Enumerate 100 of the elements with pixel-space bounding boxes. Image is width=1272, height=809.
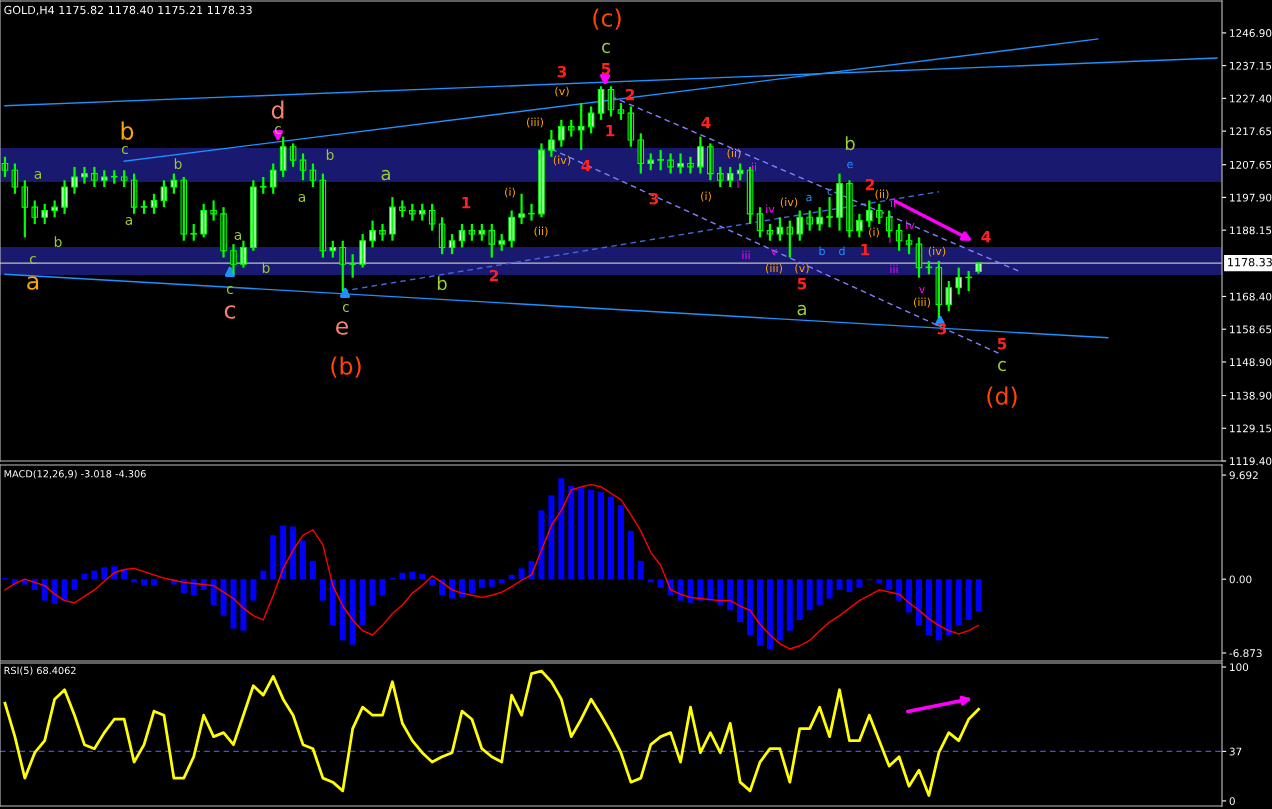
chart-title: GOLD,H4 1175.82 1178.40 1175.21 1178.33	[4, 5, 252, 16]
bar	[270, 535, 277, 580]
bar	[757, 579, 763, 646]
y-tick-label: 9.692	[1229, 471, 1258, 480]
bar	[61, 579, 68, 601]
annotation: (i)	[869, 227, 879, 238]
annotation: (ii)	[534, 226, 548, 237]
y-tick-label: 0	[1229, 797, 1235, 806]
bar	[399, 572, 406, 580]
bar	[319, 579, 326, 601]
chart-title: MACD(12,26,9) -3.018 -4.306	[4, 469, 146, 479]
bar	[190, 579, 197, 596]
annotation: a	[125, 217, 132, 226]
bar	[210, 579, 217, 605]
annotation: 1	[606, 125, 615, 137]
annotation: b	[326, 149, 334, 161]
bar	[339, 579, 346, 641]
y-tick-label: 1217.65	[1230, 127, 1272, 136]
bar	[637, 560, 644, 580]
annotation: 4	[581, 160, 591, 172]
annotation: (i)	[701, 191, 711, 202]
candlestick	[349, 253, 356, 279]
bar	[439, 579, 446, 596]
bar	[975, 579, 982, 612]
annotation: iv	[766, 204, 775, 214]
annotation: iii	[742, 250, 750, 260]
bar	[260, 570, 267, 580]
bar	[747, 579, 754, 636]
annotation: a	[806, 194, 812, 202]
annotation: c	[342, 304, 349, 313]
bar	[498, 579, 505, 584]
annotation: b	[54, 236, 62, 248]
bar	[230, 579, 237, 629]
bar	[468, 579, 475, 594]
bar	[717, 579, 724, 605]
bar	[608, 496, 614, 580]
bar	[796, 579, 803, 620]
bar	[677, 579, 684, 601]
y-tick-label: 100	[1230, 663, 1249, 672]
candlestick	[110, 169, 118, 185]
y-tick-label: 37	[1229, 747, 1242, 756]
bar	[369, 579, 376, 605]
annotation: ii	[751, 162, 757, 172]
y-tick-label: -6.873	[1229, 649, 1262, 658]
annotation: b	[174, 158, 182, 170]
y-tick-label: 1168.40	[1230, 292, 1272, 301]
y-tick-label: 1188.15	[1230, 226, 1272, 235]
bar	[280, 525, 287, 580]
annotation: 2	[489, 269, 498, 282]
annotation: 1	[861, 244, 870, 256]
annotation: (v)	[795, 263, 809, 274]
y-tick-label: 1237.15	[1230, 61, 1272, 70]
bar	[220, 579, 227, 616]
annotation: (d)	[987, 386, 1017, 408]
bar	[945, 579, 952, 636]
annotation: a	[381, 169, 390, 181]
bar	[488, 579, 495, 587]
annotation: e	[847, 161, 853, 169]
bar	[290, 526, 297, 580]
annotation: c	[602, 42, 610, 54]
annotation: (b)	[331, 356, 361, 378]
bar	[657, 579, 664, 588]
annotation: d	[271, 100, 284, 119]
bar	[598, 492, 605, 580]
bar	[81, 573, 88, 580]
annotation: b	[262, 262, 270, 274]
annotation: a	[27, 276, 39, 290]
bar	[349, 579, 356, 645]
bar	[737, 579, 744, 623]
bar	[925, 579, 932, 636]
candlestick	[657, 148, 664, 172]
bar	[51, 579, 58, 604]
annotation: iii	[890, 264, 898, 274]
bar	[727, 579, 734, 611]
bar	[965, 579, 972, 620]
y-tick-label: 1129.15	[1230, 424, 1272, 433]
bar	[449, 579, 456, 599]
annotation: 3	[557, 65, 567, 78]
annotation: e	[336, 321, 349, 335]
bar	[101, 567, 108, 580]
bar	[459, 579, 465, 598]
annotation: (iii)	[526, 117, 544, 128]
bar	[578, 487, 585, 580]
annotation: d	[839, 246, 845, 256]
annotation: c	[121, 146, 128, 155]
annotation: c	[827, 188, 833, 196]
bar	[558, 478, 565, 580]
bar	[627, 530, 634, 580]
y-tick-label: 1207.65	[1230, 160, 1272, 169]
chart-title: RSI(5) 68.4062	[4, 666, 76, 676]
bar	[955, 579, 962, 626]
bar	[617, 505, 624, 580]
annotation: (iii)	[765, 263, 783, 274]
bar	[687, 579, 694, 603]
annotation: (ii)	[875, 189, 889, 200]
bar	[309, 560, 316, 580]
bar	[856, 579, 863, 588]
bar	[131, 579, 138, 583]
bar	[429, 579, 436, 586]
bar	[786, 579, 793, 631]
